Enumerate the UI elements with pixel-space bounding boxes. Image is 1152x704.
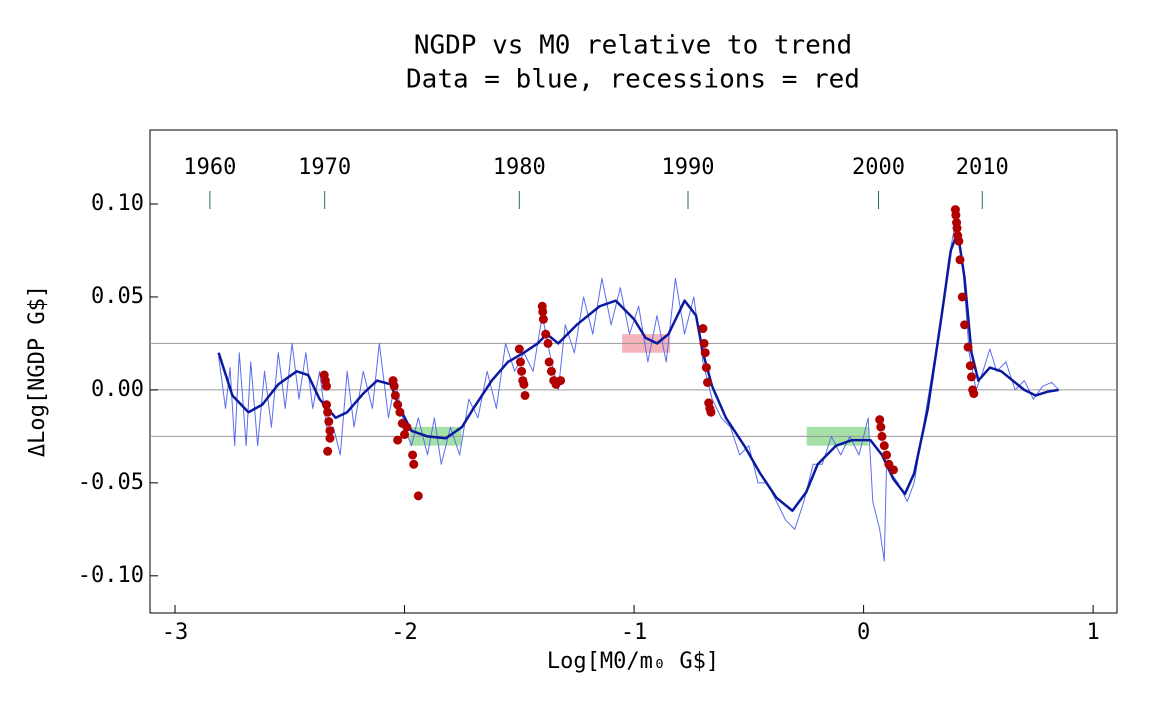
y-tick-label: 0.10 <box>91 191 144 216</box>
recession-dot <box>389 381 399 391</box>
recession-dot <box>966 372 976 382</box>
recession-dot <box>952 223 962 233</box>
recession-dot <box>541 329 551 339</box>
recession-dot <box>395 407 405 417</box>
recession-dot <box>876 422 886 432</box>
recession-dot <box>877 431 887 441</box>
x-axis-label: Log[M0/m₀ G$] <box>547 649 719 674</box>
recession-dot <box>960 320 970 330</box>
recession-dot <box>393 400 403 410</box>
recession-dot <box>955 255 965 265</box>
recession-dot <box>538 307 548 317</box>
recession-dot <box>556 376 566 386</box>
chart-subtitle: Data = blue, recessions = red <box>406 65 860 95</box>
recession-dot <box>514 344 524 354</box>
data-line <box>217 230 1059 512</box>
recession-dot <box>969 389 979 399</box>
recession-dot <box>400 430 410 440</box>
recession-dot <box>519 379 529 389</box>
x-tick-label: -2 <box>391 620 418 645</box>
year-label: 2000 <box>852 155 905 180</box>
y-tick-label: 0.05 <box>91 284 144 309</box>
recession-dot <box>963 342 973 352</box>
recession-dot <box>322 400 332 410</box>
recession-dot <box>698 324 708 334</box>
recession-dot <box>546 366 556 376</box>
recession-dot <box>879 441 889 451</box>
recession-dot <box>322 381 332 391</box>
year-label: 1960 <box>183 155 236 180</box>
x-tick-label: 1 <box>1087 620 1100 645</box>
year-label: 1990 <box>662 155 715 180</box>
recession-dot <box>538 314 548 324</box>
recession-dot <box>324 417 334 427</box>
recession-dot <box>393 435 403 445</box>
recession-dot <box>544 357 554 367</box>
y-axis-label: ΔLog[NGDP G$] <box>25 285 50 457</box>
recession-dot <box>520 390 530 400</box>
recession-dot <box>882 450 892 460</box>
recession-dot <box>517 366 527 376</box>
recession-dot <box>957 292 967 302</box>
y-tick-label: 0.00 <box>91 377 144 402</box>
recession-dot <box>325 426 335 436</box>
recession-dot <box>409 459 419 469</box>
recession-dot <box>965 361 975 371</box>
recession-dot <box>408 450 418 460</box>
y-tick-label: -0.10 <box>78 563 144 588</box>
recession-dot <box>325 433 335 443</box>
recession-dot <box>413 491 423 501</box>
year-label: 1970 <box>298 155 351 180</box>
x-tick-label: -1 <box>621 620 648 645</box>
x-tick-label: -3 <box>162 620 189 645</box>
year-label: 2010 <box>956 155 1009 180</box>
recession-dot <box>951 210 961 220</box>
recession-dot <box>543 338 553 348</box>
plot-frame <box>149 129 1118 614</box>
recession-dot <box>390 390 400 400</box>
recession-dot <box>888 465 898 475</box>
recession-dot <box>699 338 709 348</box>
recession-dot <box>402 422 412 432</box>
recession-dot <box>515 357 525 367</box>
recession-dot <box>706 407 716 417</box>
recession-dot <box>323 446 333 456</box>
recession-dot <box>954 236 964 246</box>
y-tick-label: -0.05 <box>78 470 144 495</box>
recession-dot <box>323 407 333 417</box>
recession-dot <box>701 363 711 373</box>
recession-dot <box>703 377 713 387</box>
recession-dot <box>700 348 710 358</box>
chart-title: NGDP vs M0 relative to trend <box>414 31 852 61</box>
x-tick-label: 0 <box>857 620 870 645</box>
data-line <box>218 222 1060 562</box>
year-label: 1980 <box>493 155 546 180</box>
recession-dot <box>875 415 885 425</box>
